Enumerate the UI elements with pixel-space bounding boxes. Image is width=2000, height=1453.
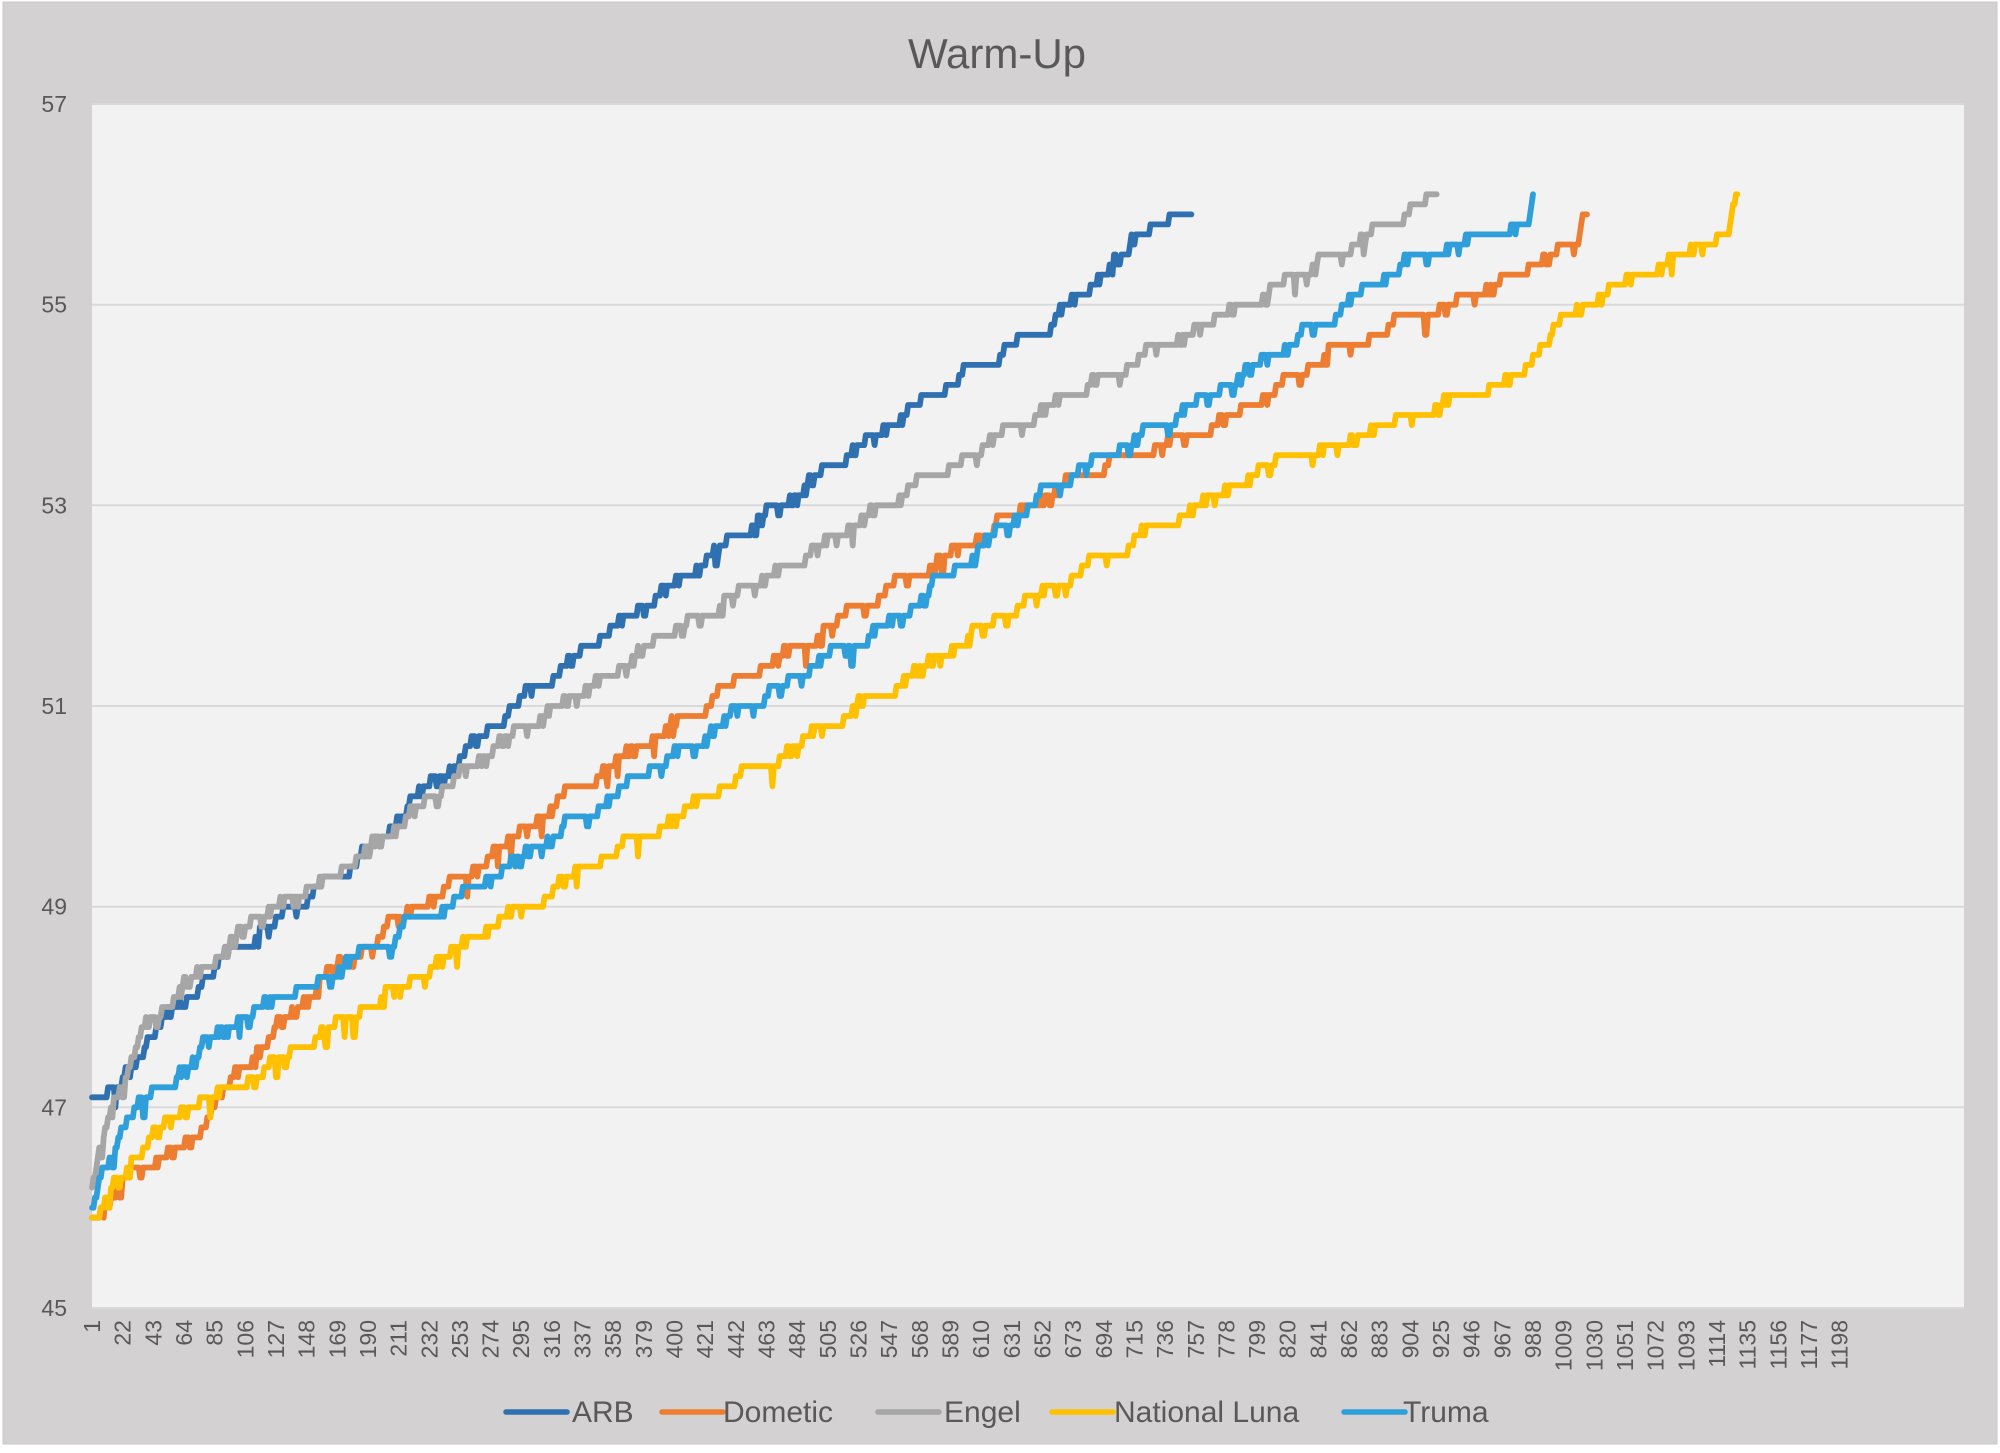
svg-text:778: 778 (1213, 1320, 1239, 1358)
svg-text:43: 43 (140, 1320, 166, 1346)
svg-text:49: 49 (41, 894, 67, 920)
svg-text:379: 379 (631, 1320, 657, 1358)
svg-text:22: 22 (110, 1320, 136, 1346)
svg-text:Dometic: Dometic (723, 1396, 833, 1429)
svg-text:National Luna: National Luna (1114, 1396, 1299, 1429)
svg-text:57: 57 (41, 91, 67, 117)
svg-text:45: 45 (41, 1295, 67, 1321)
svg-text:862: 862 (1336, 1320, 1362, 1358)
svg-text:589: 589 (938, 1320, 964, 1358)
svg-text:ARB: ARB (572, 1396, 634, 1429)
svg-text:1072: 1072 (1643, 1320, 1669, 1371)
svg-text:85: 85 (202, 1320, 228, 1346)
svg-text:1135: 1135 (1735, 1320, 1761, 1369)
svg-text:1: 1 (79, 1320, 105, 1333)
svg-text:51: 51 (41, 693, 67, 719)
svg-text:232: 232 (416, 1320, 442, 1358)
svg-text:1156: 1156 (1765, 1320, 1791, 1369)
svg-text:1114: 1114 (1704, 1320, 1730, 1368)
svg-text:505: 505 (815, 1320, 841, 1358)
svg-text:442: 442 (723, 1320, 749, 1358)
svg-text:820: 820 (1275, 1320, 1301, 1358)
svg-text:148: 148 (294, 1320, 320, 1358)
svg-text:652: 652 (1030, 1320, 1056, 1358)
svg-text:610: 610 (968, 1320, 994, 1358)
svg-text:106: 106 (232, 1320, 258, 1358)
svg-text:169: 169 (324, 1320, 350, 1358)
svg-text:463: 463 (754, 1320, 780, 1358)
svg-text:1030: 1030 (1581, 1320, 1607, 1371)
svg-text:673: 673 (1060, 1320, 1086, 1358)
svg-text:Engel: Engel (944, 1396, 1021, 1429)
svg-text:253: 253 (447, 1320, 473, 1358)
svg-text:526: 526 (846, 1320, 872, 1358)
svg-text:1051: 1051 (1612, 1320, 1638, 1371)
svg-text:55: 55 (41, 292, 67, 318)
svg-text:53: 53 (41, 492, 67, 518)
svg-text:946: 946 (1459, 1320, 1485, 1358)
svg-text:883: 883 (1367, 1320, 1393, 1358)
svg-text:568: 568 (907, 1320, 933, 1358)
svg-text:925: 925 (1428, 1320, 1454, 1358)
svg-text:400: 400 (662, 1320, 688, 1358)
svg-text:694: 694 (1091, 1320, 1117, 1359)
svg-text:1177: 1177 (1796, 1320, 1822, 1369)
svg-text:547: 547 (876, 1320, 902, 1358)
svg-text:64: 64 (171, 1320, 197, 1346)
svg-text:757: 757 (1183, 1320, 1209, 1358)
svg-text:316: 316 (539, 1320, 565, 1358)
svg-text:190: 190 (355, 1320, 381, 1358)
svg-text:421: 421 (692, 1320, 718, 1358)
svg-text:799: 799 (1244, 1320, 1270, 1358)
svg-text:337: 337 (570, 1320, 596, 1358)
svg-text:904: 904 (1397, 1320, 1423, 1359)
svg-text:1009: 1009 (1551, 1320, 1577, 1371)
svg-text:631: 631 (999, 1320, 1025, 1358)
svg-text:Warm-Up: Warm-Up (908, 30, 1086, 77)
svg-text:736: 736 (1152, 1320, 1178, 1358)
svg-text:211: 211 (386, 1320, 412, 1357)
svg-text:988: 988 (1520, 1320, 1546, 1358)
svg-text:1198: 1198 (1827, 1320, 1853, 1369)
svg-text:295: 295 (508, 1320, 534, 1358)
svg-text:358: 358 (600, 1320, 626, 1358)
svg-text:47: 47 (41, 1094, 67, 1120)
svg-text:484: 484 (784, 1320, 810, 1359)
svg-text:274: 274 (478, 1320, 504, 1359)
svg-text:127: 127 (263, 1320, 289, 1358)
svg-text:841: 841 (1305, 1320, 1331, 1358)
svg-text:967: 967 (1489, 1320, 1515, 1358)
svg-text:715: 715 (1121, 1320, 1147, 1358)
svg-text:Truma: Truma (1403, 1396, 1489, 1429)
svg-text:1093: 1093 (1673, 1320, 1699, 1371)
